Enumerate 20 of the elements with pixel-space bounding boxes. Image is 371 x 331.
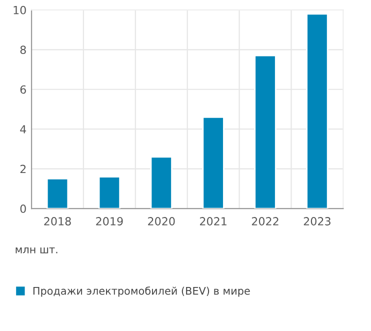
y-tick-label: 4 (20, 125, 26, 134)
legend-label: Продажи электромобилей (BEV) в мире (33, 286, 250, 297)
x-tick-label: 2019 (96, 217, 123, 226)
bar (150, 156, 172, 209)
bar (98, 176, 121, 209)
y-tick-label: 2 (20, 164, 26, 174)
x-tick-label: 2020 (148, 217, 175, 226)
bar (46, 178, 69, 209)
bar (254, 54, 276, 209)
y-tick-label: 8 (20, 46, 26, 54)
x-tick-label: 2023 (304, 217, 330, 226)
y-tick-label: 6 (20, 85, 26, 94)
x-tick-label: 2021 (200, 217, 226, 226)
y-tick-label: 0 (20, 204, 26, 213)
x-tick-label: 2018 (44, 217, 71, 226)
bar (306, 13, 328, 209)
y-tick-label: 10 (14, 6, 26, 14)
x-tick-label: 2022 (252, 217, 278, 226)
y-axis-title: млн шт. (16, 248, 58, 254)
bar (202, 116, 224, 209)
